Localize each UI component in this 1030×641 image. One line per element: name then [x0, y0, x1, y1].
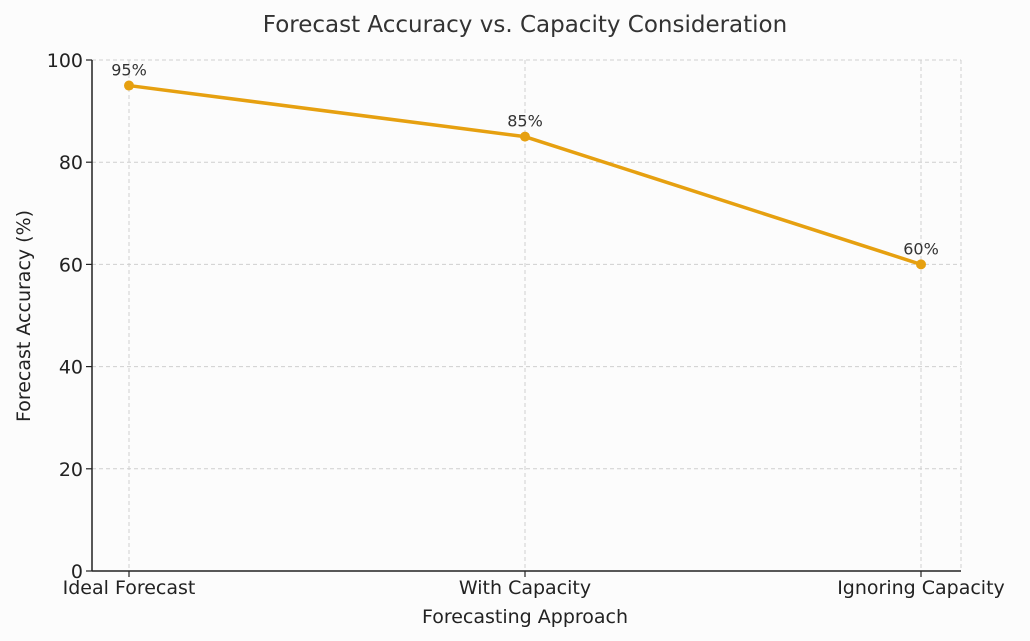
data-point — [520, 131, 530, 142]
grid-layer — [92, 59, 962, 571]
data-label: 60% — [903, 239, 939, 258]
x-tick-label: Ideal Forecast — [63, 577, 196, 599]
y-tick-label: 20 — [59, 459, 83, 481]
y-tick-label: 80 — [59, 152, 83, 174]
x-tick-label: With Capacity — [459, 577, 591, 599]
y-axis-title: Forecast Accuracy (%) — [13, 210, 35, 422]
y-tick-label: 0 — [71, 561, 83, 583]
data-point — [124, 80, 134, 91]
data-label: 85% — [507, 112, 543, 131]
x-tick-label: Ignoring Capacity — [837, 577, 1005, 599]
series-layer — [124, 80, 926, 270]
x-axis-title: Forecasting Approach — [422, 606, 628, 628]
chart-title: Forecast Accuracy vs. Capacity Considera… — [263, 12, 787, 38]
y-tick-label: 40 — [59, 357, 83, 379]
axes-layer: 0 20 40 60 80 100 Ideal Forecast With Capacity I… — [47, 50, 1005, 599]
data-point — [916, 259, 926, 270]
y-tick-label: 100 — [47, 50, 83, 72]
data-label: 95% — [111, 61, 147, 80]
y-tick-label: 60 — [59, 254, 83, 276]
labels-layer: 95% 85% 60% — [111, 61, 939, 259]
